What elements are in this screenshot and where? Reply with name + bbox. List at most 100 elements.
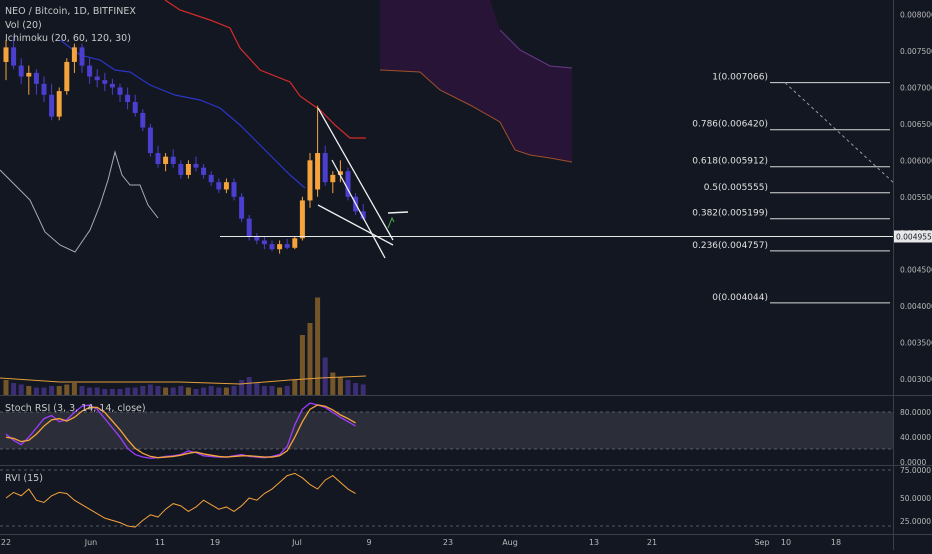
volume-bar — [292, 380, 298, 395]
time-tick-label: 10 — [781, 538, 791, 547]
fib-level-label: 0.382(0.005199) — [692, 209, 768, 219]
stoch-rsi-legend: Stoch RSI (3, 3, 14, 14, close) — [5, 403, 146, 414]
fib-level-label: 0.618(0.005912) — [692, 157, 768, 167]
volume-bar — [261, 386, 267, 395]
time-tick-label: 13 — [589, 538, 599, 547]
volume-bar — [163, 387, 169, 395]
candle-body — [3, 47, 9, 62]
volume-bar — [239, 380, 245, 395]
stoch-tick-label: 80.0000 — [900, 408, 931, 417]
rvi-tick-label: 50.0000 — [900, 494, 931, 503]
candle-body — [345, 171, 351, 197]
candle-body — [330, 174, 336, 183]
candle-body — [269, 244, 275, 250]
fib-retracement: 1(0.007066) 0.786(0.006420) 0.618(0.005912… — [692, 73, 896, 304]
rvi-pane-bg — [0, 466, 893, 534]
volume-bar — [284, 386, 290, 395]
volume-bar — [277, 387, 283, 395]
candle-body — [178, 163, 184, 175]
wedge-upper-line — [317, 107, 394, 241]
time-tick-label: Jul — [291, 538, 302, 547]
tenkan-line — [59, 39, 306, 189]
volume-bar — [11, 383, 17, 395]
candles — [3, 36, 366, 254]
candle-body — [125, 94, 131, 103]
candle-body — [102, 80, 108, 84]
volume-bar — [33, 387, 39, 395]
candle-body — [284, 244, 290, 248]
volume-bar — [322, 357, 328, 395]
volume-bar — [337, 377, 343, 395]
volume-bar — [208, 386, 214, 395]
volume-bar — [170, 387, 176, 395]
candle-body — [193, 163, 199, 168]
volume-bar — [49, 386, 55, 395]
volume-bar — [132, 387, 138, 395]
candle-body — [170, 156, 176, 164]
candle-body — [132, 102, 138, 113]
candle-body — [117, 87, 123, 95]
volume-bar — [231, 386, 237, 395]
candle-body — [49, 94, 55, 117]
volume-bar — [223, 387, 229, 395]
time-tick-label: 23 — [443, 538, 453, 547]
candle-body — [208, 174, 214, 183]
wedge-inner-line — [331, 159, 386, 259]
cloud-area — [380, 0, 572, 162]
volume-bar — [87, 387, 93, 395]
candle-body — [185, 163, 191, 175]
volume-bar — [360, 384, 366, 395]
volume-bar — [94, 387, 100, 395]
ichimoku-lines — [0, 0, 366, 253]
rvi-pane — [0, 466, 893, 534]
lagging-span — [0, 150, 159, 253]
candle-body — [337, 171, 343, 175]
volume-bar — [216, 387, 222, 395]
candle-body — [41, 83, 47, 95]
volume-bar — [18, 384, 24, 395]
candle-body — [140, 112, 146, 128]
time-tick-label: 11 — [155, 538, 165, 547]
candle-body — [216, 182, 222, 190]
fib-level-label: 0.5(0.005555) — [704, 183, 768, 193]
volume-bar — [3, 380, 9, 395]
volume-bar — [246, 377, 252, 395]
fib-trend-line — [784, 82, 896, 185]
volume-bar — [64, 384, 70, 395]
rvi-tick-label: 75.0000 — [900, 466, 931, 475]
candle-body — [201, 167, 207, 175]
ichimoku-cloud — [379, 0, 573, 163]
volume-bars — [0, 297, 367, 395]
candle-body — [299, 200, 305, 239]
stoch-tick-label: 40.0000 — [900, 433, 931, 442]
stoch-band — [0, 412, 893, 449]
candle-body — [277, 244, 283, 250]
volume-bar — [299, 335, 305, 395]
candle-body — [292, 238, 298, 248]
volume-bar — [269, 386, 275, 395]
candle-body — [307, 160, 313, 201]
volume-bar — [155, 386, 161, 395]
fib-level-label: 0.786(0.006420) — [692, 120, 768, 130]
candle-body — [261, 240, 267, 245]
volume-bar — [125, 387, 131, 395]
volume-bar — [56, 386, 62, 395]
volume-bar — [185, 387, 191, 395]
candle-body — [33, 72, 39, 84]
candle-body — [239, 196, 245, 219]
volume-bar — [345, 380, 351, 395]
candle-body — [315, 153, 321, 190]
stoch-d-line — [5, 404, 356, 459]
volume-bar — [307, 323, 313, 395]
candle-body — [231, 182, 237, 197]
volume-bar — [254, 383, 260, 395]
candle-body — [254, 236, 260, 241]
time-tick-label: Aug — [502, 538, 518, 547]
cloud-lower-edge — [379, 69, 573, 163]
fib-level-label: 1(0.007066) — [712, 73, 768, 83]
